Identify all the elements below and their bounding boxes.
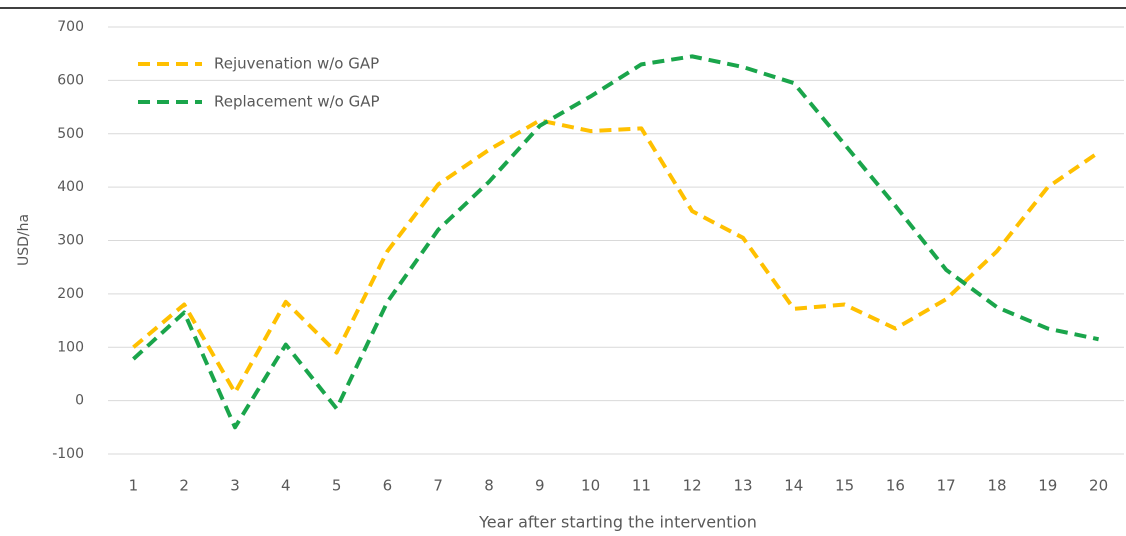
legend-label: Replacement w/o GAP <box>214 93 380 111</box>
x-tick-label: 16 <box>886 477 905 495</box>
x-tick-label: 4 <box>281 477 291 495</box>
x-tick-label: 1 <box>129 477 139 495</box>
y-tick-label: 700 <box>57 19 84 35</box>
x-tick-label: 14 <box>784 477 803 495</box>
x-tick-label: 18 <box>987 477 1006 495</box>
x-tick-label: 5 <box>332 477 342 495</box>
data-line <box>132 54 1100 430</box>
x-tick-label: 10 <box>581 477 600 495</box>
x-tick-label: 13 <box>733 477 752 495</box>
y-tick-label: -100 <box>52 446 84 462</box>
legend-label: Rejuvenation w/o GAP <box>214 55 379 73</box>
x-tick-label: 3 <box>230 477 240 495</box>
x-tick-label: 20 <box>1089 477 1108 495</box>
y-tick-label: 0 <box>75 393 84 409</box>
x-tick-label: 7 <box>433 477 443 495</box>
y-tick-label: 300 <box>57 233 84 249</box>
x-tick-label: 12 <box>683 477 702 495</box>
x-axis-title: Year after starting the intervention <box>478 513 757 532</box>
x-tick-label: 2 <box>179 477 189 495</box>
x-tick-label: 19 <box>1038 477 1057 495</box>
x-tick-label: 15 <box>835 477 854 495</box>
x-tick-label: 9 <box>535 477 545 495</box>
x-tick-label: 11 <box>632 477 651 495</box>
y-tick-label: 600 <box>57 72 84 88</box>
y-axis-title: USD/ha <box>16 214 32 266</box>
x-tick-label: 17 <box>937 477 956 495</box>
x-tick-label: 8 <box>484 477 494 495</box>
data-line <box>132 118 1100 395</box>
y-tick-label: 400 <box>57 179 84 195</box>
y-tick-label: 200 <box>57 286 84 302</box>
y-tick-label: 500 <box>57 126 84 142</box>
y-tick-label: 100 <box>57 339 84 355</box>
x-tick-label: 6 <box>383 477 393 495</box>
